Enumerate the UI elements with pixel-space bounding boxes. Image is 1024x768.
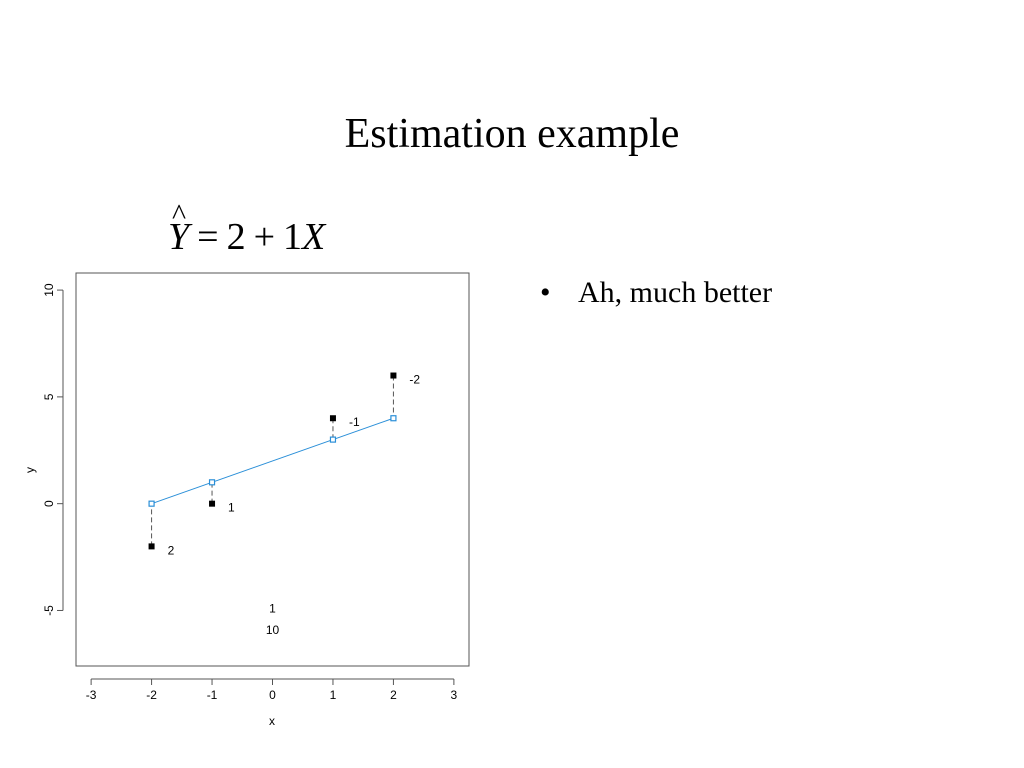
eq-intercept: 2	[226, 216, 246, 258]
bullet-item: • Ah, much better	[540, 274, 772, 312]
x-tick-label: 2	[390, 688, 397, 702]
plot-marks: 2 1 -1 -2 1 10	[148, 372, 420, 637]
eq-plus: +	[253, 216, 276, 258]
x-tick-label: -1	[207, 688, 218, 702]
y-tick-label: 0	[42, 500, 56, 507]
plot-frame	[75, 272, 470, 667]
x-tick-label: 3	[451, 688, 458, 702]
observed-point	[209, 500, 216, 507]
regression-equation: Y ^ = 2 +1X	[168, 198, 326, 260]
residual-label: 1	[228, 501, 235, 515]
observed-point	[329, 415, 336, 422]
y-tick-label: 5	[42, 393, 56, 400]
x-tick-label: 1	[330, 688, 337, 702]
fitted-point	[329, 436, 337, 443]
observed-point	[390, 372, 397, 379]
y-tick-label: -5	[42, 605, 56, 616]
x-axis-label: x	[269, 714, 275, 728]
eq-equals: =	[197, 216, 219, 258]
slide-title: Estimation example	[344, 111, 680, 157]
eq-y: Y	[168, 216, 190, 258]
x-tick-label: -3	[86, 688, 97, 702]
bullet-list: • Ah, much better	[540, 274, 772, 312]
fitted-point	[148, 500, 155, 507]
scatter-plot: -3 -2 -1 0 1 2 3 -5 0 5 10 x y 2 1 -1 -2 1 10	[23, 272, 470, 728]
x-tick-label: 0	[269, 688, 276, 702]
y-tick-label: 10	[42, 283, 56, 297]
regression-line	[151, 417, 394, 505]
y-axis: -5 0 5 10	[42, 283, 64, 616]
x-tick-label: -2	[146, 688, 157, 702]
x-axis: -3 -2 -1 0 1 2 3	[86, 678, 458, 702]
eq-y-hat: Y ^	[168, 198, 190, 260]
fitted-point	[208, 479, 216, 486]
fitted-point	[390, 415, 397, 422]
eq-slope: 1	[283, 216, 303, 258]
residual-label: -2	[409, 373, 420, 387]
residual-label: 2	[168, 543, 175, 557]
eq-hat-symbol: ^	[172, 198, 187, 231]
y-axis-label: y	[23, 467, 37, 473]
annotation-label: 10	[266, 623, 280, 637]
bullet-marker: •	[540, 276, 551, 309]
annotation-label: 1	[269, 602, 276, 616]
bullet-text: Ah, much better	[578, 276, 773, 309]
residual-label: -1	[349, 415, 360, 429]
observed-point	[148, 543, 155, 550]
eq-x: X	[302, 216, 326, 258]
